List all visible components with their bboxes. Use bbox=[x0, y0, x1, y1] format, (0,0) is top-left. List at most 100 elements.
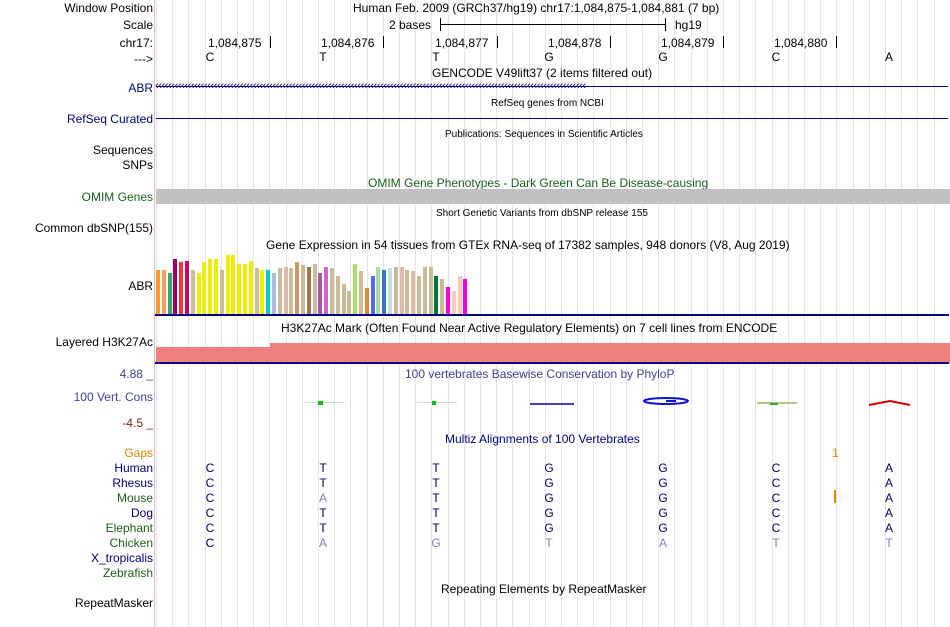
gtex-tissue-bar[interactable] bbox=[388, 268, 392, 314]
gtex-tissue-bar[interactable] bbox=[411, 271, 416, 314]
omim-feature-bar[interactable] bbox=[156, 189, 950, 204]
mouse-insertion-mark[interactable] bbox=[834, 490, 836, 503]
gtex-tissue-bar[interactable] bbox=[364, 288, 369, 314]
species-label[interactable]: X_tropicalis bbox=[90, 551, 153, 565]
gtex-tissue-bar[interactable] bbox=[243, 264, 247, 314]
gtex-tissue-bar[interactable] bbox=[272, 273, 276, 314]
gtex-tissue-bar[interactable] bbox=[156, 270, 160, 314]
h3k27ac-signal-low[interactable] bbox=[156, 347, 270, 363]
reference-base: C bbox=[205, 50, 215, 64]
gtex-tissue-bar[interactable] bbox=[318, 273, 323, 314]
phylop-max-label: 4.88 _ bbox=[119, 367, 153, 381]
aligned-base: T bbox=[432, 521, 440, 535]
gtex-tissue-bar[interactable] bbox=[440, 279, 445, 314]
gtex-tissue-bar[interactable] bbox=[451, 291, 456, 314]
species-label[interactable]: Human bbox=[114, 461, 153, 475]
position-tick bbox=[610, 36, 611, 48]
phylop-base-t1-mark bbox=[305, 401, 345, 405]
species-label[interactable]: Mouse bbox=[116, 491, 153, 505]
gtex-tissue-bar[interactable] bbox=[295, 262, 300, 314]
gtex-tissue-bar[interactable] bbox=[266, 270, 271, 314]
gtex-bar-chart[interactable] bbox=[156, 252, 536, 314]
phylop-track-label[interactable]: 100 Vert. Cons bbox=[73, 390, 153, 404]
snps-track-label[interactable]: SNPs bbox=[122, 158, 153, 172]
gtex-tissue-bar[interactable] bbox=[330, 268, 334, 314]
gaps-label[interactable]: Gaps bbox=[124, 446, 153, 460]
gtex-tissue-bar[interactable] bbox=[434, 276, 439, 314]
gencode-gene-line[interactable] bbox=[156, 86, 948, 87]
gtex-baseline bbox=[155, 314, 949, 316]
gtex-tissue-bar[interactable] bbox=[359, 271, 363, 314]
gtex-tissue-bar[interactable] bbox=[167, 273, 172, 314]
aligned-base: G bbox=[544, 476, 554, 490]
grid-line bbox=[772, 0, 773, 627]
reference-base: T bbox=[319, 50, 327, 64]
gtex-tissue-bar[interactable] bbox=[196, 273, 201, 314]
window-position-label: Window Position bbox=[64, 1, 153, 15]
gtex-tissue-bar[interactable] bbox=[237, 264, 242, 314]
gtex-tissue-bar[interactable] bbox=[335, 276, 340, 314]
gtex-tissue-bar[interactable] bbox=[422, 267, 427, 314]
gtex-tissue-bar[interactable] bbox=[405, 270, 410, 314]
refseq-gene-line[interactable] bbox=[156, 118, 948, 119]
position-tick bbox=[723, 36, 724, 48]
h3k27ac-signal-high[interactable] bbox=[270, 343, 950, 363]
phylop-min-label: -4.5 _ bbox=[122, 416, 153, 430]
gtex-tissue-bar[interactable] bbox=[376, 267, 381, 314]
gtex-tissue-bar[interactable] bbox=[463, 279, 468, 314]
gtex-tissue-bar[interactable] bbox=[289, 268, 294, 314]
gtex-tissue-bar[interactable] bbox=[428, 267, 433, 314]
species-label[interactable]: Dog bbox=[130, 506, 153, 520]
repeatmasker-track-label[interactable]: RepeatMasker bbox=[74, 596, 153, 610]
species-label[interactable]: Rhesus bbox=[112, 476, 153, 490]
gtex-tissue-bar[interactable] bbox=[312, 264, 317, 314]
aligned-base: C bbox=[771, 491, 781, 505]
refseq-track-label[interactable]: RefSeq Curated bbox=[66, 112, 153, 126]
gtex-tissue-bar[interactable] bbox=[185, 261, 189, 314]
gtex-tissue-bar[interactable] bbox=[173, 259, 178, 314]
gtex-tissue-bar[interactable] bbox=[231, 255, 236, 314]
gtex-tissue-bar[interactable] bbox=[399, 267, 404, 314]
gtex-tissue-bar[interactable] bbox=[225, 255, 230, 314]
gtex-tissue-bar[interactable] bbox=[260, 270, 265, 314]
gtex-tissue-bar[interactable] bbox=[179, 262, 184, 314]
species-label[interactable]: Chicken bbox=[109, 536, 153, 550]
gtex-tissue-bar[interactable] bbox=[248, 261, 253, 314]
species-label[interactable]: Zebrafish bbox=[102, 566, 153, 580]
position-label: 1,084,878 bbox=[548, 36, 602, 50]
gtex-tissue-bar[interactable] bbox=[254, 268, 259, 314]
phylop-logo[interactable] bbox=[155, 390, 950, 410]
gtex-tissue-bar[interactable] bbox=[347, 291, 352, 314]
grid-line bbox=[610, 0, 611, 627]
gtex-tissue-bar[interactable] bbox=[370, 276, 375, 314]
gtex-tissue-bar[interactable] bbox=[214, 259, 218, 314]
gtex-tissue-bar[interactable] bbox=[161, 270, 166, 314]
gap-count-mark: 1 bbox=[832, 446, 839, 460]
dbsnp-track-label[interactable]: Common dbSNP(155) bbox=[34, 221, 153, 235]
gencode-track-label[interactable]: ABR bbox=[128, 81, 153, 95]
aligned-base: G bbox=[544, 491, 554, 505]
gtex-tissue-bar[interactable] bbox=[208, 259, 213, 314]
aligned-base: A bbox=[884, 461, 893, 475]
gtex-tissue-bar[interactable] bbox=[382, 270, 387, 314]
gtex-tissue-bar[interactable] bbox=[283, 267, 288, 314]
sequences-track-label[interactable]: Sequences bbox=[92, 143, 153, 157]
gtex-tissue-bar[interactable] bbox=[393, 267, 398, 314]
aligned-base: C bbox=[205, 536, 215, 550]
gtex-tissue-bar[interactable] bbox=[324, 267, 329, 314]
gtex-tissue-bar[interactable] bbox=[353, 264, 358, 314]
species-label[interactable]: Elephant bbox=[105, 521, 153, 535]
omim-track-label[interactable]: OMIM Genes bbox=[81, 190, 153, 204]
gtex-tissue-bar[interactable] bbox=[306, 267, 311, 314]
gtex-tissue-bar[interactable] bbox=[202, 262, 207, 314]
gtex-tissue-bar[interactable] bbox=[301, 265, 305, 314]
gtex-tissue-bar[interactable] bbox=[277, 268, 282, 314]
gtex-tissue-bar[interactable] bbox=[219, 270, 224, 314]
h3k27ac-track-label[interactable]: Layered H3K27Ac bbox=[55, 335, 153, 349]
gtex-tissue-bar[interactable] bbox=[190, 270, 195, 314]
gtex-tissue-bar[interactable] bbox=[457, 276, 462, 314]
gtex-track-label[interactable]: ABR bbox=[128, 279, 153, 293]
gtex-tissue-bar[interactable] bbox=[417, 276, 421, 314]
gtex-tissue-bar[interactable] bbox=[446, 287, 450, 314]
gtex-tissue-bar[interactable] bbox=[341, 284, 346, 314]
